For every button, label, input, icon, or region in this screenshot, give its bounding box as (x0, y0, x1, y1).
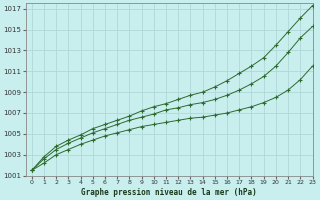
X-axis label: Graphe pression niveau de la mer (hPa): Graphe pression niveau de la mer (hPa) (81, 188, 257, 197)
